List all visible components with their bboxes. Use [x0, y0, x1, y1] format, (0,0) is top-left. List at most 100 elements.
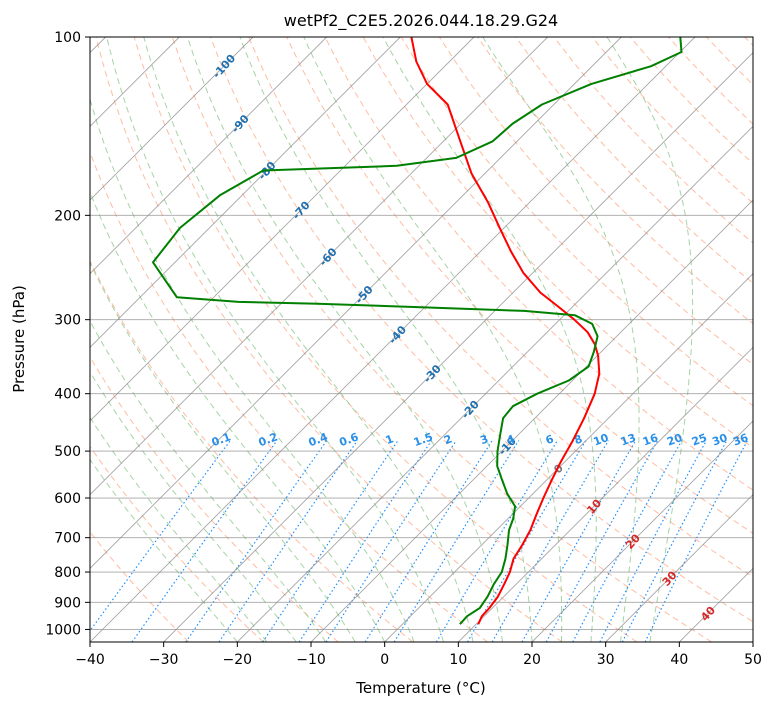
mixing-ratio-label: 3 [478, 432, 490, 447]
isotherm-label: 10 [584, 496, 604, 516]
dry-adiabat [90, 259, 414, 642]
mixing-ratio-line [185, 440, 328, 642]
mixing-ratio-label: 0.1 [210, 430, 233, 449]
mixing-ratio-line [491, 440, 609, 642]
isotherm-line [90, 37, 254, 201]
dry-adiabat [171, 37, 712, 642]
isotherm-line [90, 37, 327, 275]
y-tick-label: 1000 [45, 622, 81, 638]
isotherm-line [458, 346, 753, 642]
mixing-ratio-label: 16 [641, 431, 660, 449]
x-tick-label: 50 [744, 652, 762, 668]
isotherm-line [384, 273, 753, 642]
plot-frame [89, 36, 754, 643]
moist-adiabat [239, 37, 533, 642]
mixing-ratio-label: 1 [384, 432, 396, 447]
mixing-ratio-label: 4 [505, 432, 517, 447]
mixing-ratio-line [545, 440, 659, 642]
dry-adiabat [706, 37, 753, 86]
mixing-ratio-line [599, 440, 707, 642]
x-tick-label: 0 [380, 652, 389, 668]
x-tick-label: 40 [670, 652, 688, 668]
sounding-trace [152, 37, 683, 625]
dry-adiabat [133, 37, 638, 642]
mixing-ratio-line [521, 440, 637, 642]
mixing-ratio-line [298, 440, 432, 642]
sounding-trace [410, 37, 601, 625]
isotherm-label: 20 [623, 531, 643, 551]
isotherm-line [90, 37, 401, 348]
dry-adiabat [668, 37, 753, 125]
background-lines [90, 37, 753, 642]
y-tick-label: 400 [54, 387, 81, 403]
moist-adiabat [90, 458, 238, 642]
y-axis-title: Pressure (hPa) [10, 285, 28, 393]
x-axis-title: Temperature (°C) [355, 679, 485, 697]
mixing-ratio-label: 0.6 [338, 430, 361, 449]
dry-adiabat [90, 356, 339, 642]
sounding-traces [152, 37, 683, 625]
axes: −40 −30 −20 −10 0 10 20 30 40 5010020030040050060… [45, 30, 762, 668]
isotherm-line [605, 494, 753, 642]
isotherm-label: 30 [660, 568, 680, 588]
y-tick-label: 800 [54, 565, 81, 581]
dry-adiabat [248, 37, 753, 578]
moist-adiabat [303, 37, 563, 642]
moist-adiabat [382, 37, 597, 642]
isotherm-line [90, 37, 696, 642]
x-tick-label: −30 [149, 652, 179, 668]
mixing-ratio-label: 2 [442, 432, 454, 447]
mixing-ratio-label: 0.4 [307, 430, 330, 449]
mixing-ratio-line [393, 440, 520, 642]
mixing-ratio-line [644, 440, 748, 642]
moist-adiabat [143, 37, 474, 642]
mixing-ratio-line [131, 440, 278, 642]
x-tick-label: −20 [223, 652, 253, 668]
dry-adiabat [553, 37, 753, 244]
dry-adiabat [90, 445, 264, 642]
isotherm-line [531, 420, 753, 642]
y-tick-label: 200 [54, 208, 81, 224]
isotherm-line [90, 37, 622, 569]
isotherm-line [163, 52, 753, 642]
y-tick-label: 300 [54, 313, 81, 329]
moist-adiabat [90, 320, 327, 642]
mixing-ratio-label: 6 [544, 432, 556, 447]
isotherm-line [679, 567, 753, 642]
moist-adiabat [90, 190, 386, 642]
x-tick-label: −10 [296, 652, 326, 668]
mixing-ratio-line [262, 440, 399, 642]
x-tick-label: 30 [597, 652, 615, 668]
isotherm-line [90, 37, 475, 422]
mixing-ratio-label: 8 [572, 432, 584, 447]
isotherm-line [752, 641, 753, 642]
mixing-ratio-label: 13 [619, 431, 638, 448]
mixing-ratio-label: 0.2 [257, 430, 280, 449]
mixing-ratio-label: 1.5 [412, 430, 435, 449]
x-tick-label: 20 [523, 652, 541, 668]
mixing-ratio-line [572, 440, 683, 642]
y-tick-label: 600 [54, 491, 81, 507]
mixing-ratio-label: 20 [665, 431, 684, 449]
mixing-ratio-line [325, 440, 457, 642]
isotherm-line [310, 199, 753, 642]
moist-adiabat [606, 37, 694, 642]
dry-adiabat [210, 37, 753, 623]
mixing-ratio-line [364, 440, 493, 642]
y-tick-label: 500 [54, 444, 81, 460]
moist-adiabat [106, 37, 445, 642]
dry-adiabat [744, 37, 753, 47]
dry-adiabat [90, 531, 190, 642]
mixing-ratio-label: 36 [731, 431, 750, 449]
mixing-ratio-line [90, 440, 231, 632]
mixing-ratio-line [435, 440, 558, 642]
y-tick-label: 700 [54, 531, 81, 547]
dry-adiabat [324, 37, 753, 491]
moist-adiabat [90, 370, 297, 642]
mixing-ratio-label: 25 [690, 431, 709, 448]
dry-adiabat [591, 37, 753, 204]
dry-adiabat [515, 37, 753, 284]
dry-adiabat [95, 37, 563, 642]
y-tick-label: 900 [54, 595, 81, 611]
